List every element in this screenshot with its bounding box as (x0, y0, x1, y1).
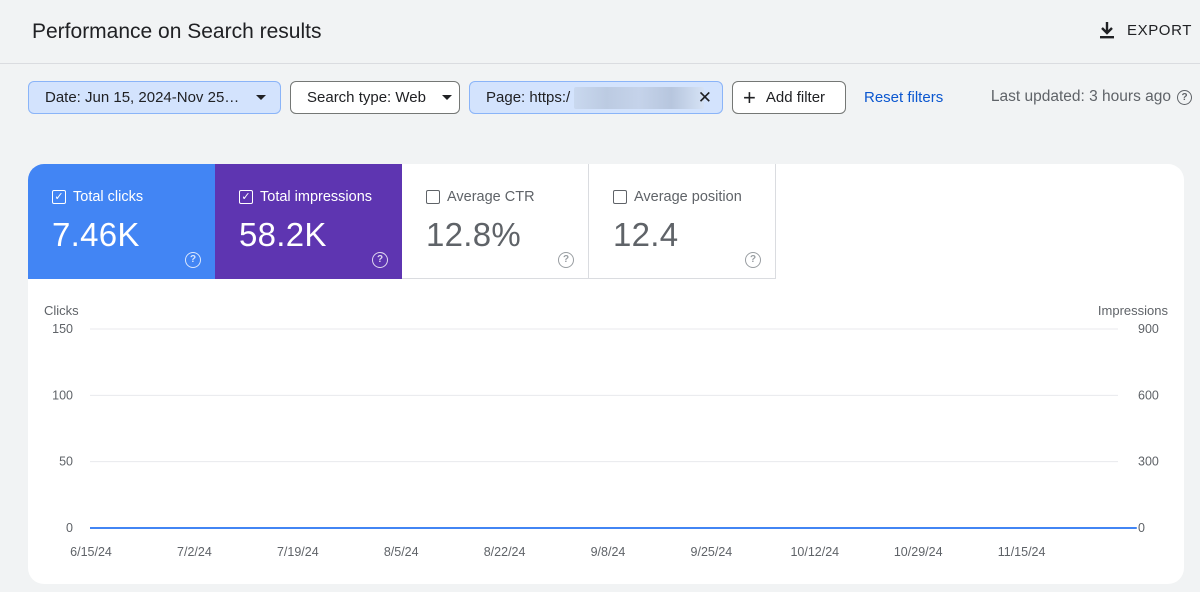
plus-icon: + (743, 84, 756, 110)
page-header: Performance on Search results EXPORT (0, 0, 1200, 64)
metric-label: Average position (613, 189, 742, 205)
checkbox-checked-icon[interactable]: ✓ (239, 190, 253, 204)
metric-label-text: Total impressions (260, 189, 373, 205)
metric-label: ✓ Total impressions (239, 189, 372, 205)
y-tick-label-left: 0 (66, 521, 73, 535)
export-button[interactable]: EXPORT (1097, 20, 1192, 40)
metric-label-text: Average CTR (447, 189, 535, 205)
checkbox-checked-icon[interactable]: ✓ (52, 190, 66, 204)
y-axis-title-left: Clicks (44, 303, 79, 318)
add-filter-label: Add filter (765, 89, 826, 106)
last-updated-text: Last updated: 3 hours ago (990, 88, 1171, 105)
help-icon[interactable]: ? (558, 249, 574, 268)
x-tick-label: 9/25/24 (691, 545, 733, 559)
reset-filters-link[interactable]: Reset filters (864, 89, 944, 106)
performance-chart: Clicks Impressions 150 900 100 600 50 300 0 0 6/15… (28, 294, 1184, 584)
y-tick-label-right: 900 (1138, 322, 1159, 336)
checkbox-icon[interactable] (613, 190, 627, 204)
x-tick-label: 7/19/24 (277, 545, 319, 559)
metric-average-ctr[interactable]: Average CTR 12.8% ? (402, 164, 589, 279)
metric-average-position[interactable]: Average position 12.4 ? (589, 164, 776, 279)
metric-value: 12.8% (426, 216, 522, 253)
x-tick-label: 9/8/24 (591, 545, 626, 559)
metric-value: 7.46K (52, 216, 140, 253)
x-tick-label: 11/15/24 (998, 545, 1046, 559)
page-filter-label: Page: https:/ (486, 89, 571, 106)
help-icon[interactable]: ? (1177, 89, 1192, 105)
y-tick-label-left: 150 (52, 322, 73, 336)
export-label: EXPORT (1126, 21, 1192, 39)
redacted-url (574, 86, 705, 109)
metric-value: 58.2K (239, 216, 327, 253)
metric-label-text: Average position (634, 189, 742, 205)
metric-total-clicks[interactable]: ✓ Total clicks 7.46K ? (28, 164, 215, 279)
x-tick-label: 7/2/24 (177, 545, 212, 559)
last-updated: Last updated: 3 hours ago ? (991, 88, 1192, 106)
page-filter-chip[interactable]: Page: https:/ ✕ (469, 81, 723, 114)
y-axis-title-right: Impressions (1098, 303, 1169, 318)
metric-total-impressions[interactable]: ✓ Total impressions 58.2K ? (215, 164, 402, 279)
metric-label: Average CTR (426, 189, 535, 205)
chevron-down-icon (256, 95, 266, 100)
performance-card: ✓ Total clicks 7.46K ? ✓ Total impressions… (28, 164, 1184, 584)
search-type-chip[interactable]: Search type: Web (290, 81, 460, 114)
y-tick-label-left: 100 (52, 388, 73, 402)
help-icon[interactable]: ? (185, 249, 201, 268)
add-filter-button[interactable]: + Add filter (732, 81, 846, 114)
x-tick-label: 10/29/24 (894, 545, 943, 559)
x-tick-label: 6/15/24 (70, 545, 112, 559)
help-icon[interactable]: ? (745, 249, 761, 268)
close-icon[interactable]: ✕ (697, 88, 712, 107)
date-filter-chip[interactable]: Date: Jun 15, 2024-Nov 25, 2... (28, 81, 281, 114)
metric-label: ✓ Total clicks (52, 189, 143, 205)
metric-value: 12.4 (613, 216, 679, 253)
date-filter-label: Date: Jun 15, 2024-Nov 25, 2... (45, 89, 240, 106)
x-tick-label: 10/12/24 (790, 545, 839, 559)
y-tick-label-right: 600 (1138, 388, 1159, 402)
page-title: Performance on Search results (32, 20, 322, 43)
metric-tiles: ✓ Total clicks 7.46K ? ✓ Total impressions… (28, 164, 776, 279)
download-icon (1099, 22, 1114, 39)
help-icon[interactable]: ? (372, 249, 388, 268)
x-tick-label: 8/22/24 (484, 545, 526, 559)
filter-bar: Date: Jun 15, 2024-Nov 25, 2... Search t… (28, 81, 855, 114)
y-tick-label-left: 50 (59, 455, 73, 469)
metric-label-text: Total clicks (73, 189, 144, 205)
checkbox-icon[interactable] (426, 190, 440, 204)
chevron-down-icon (441, 95, 452, 100)
y-tick-label-right: 0 (1138, 521, 1145, 535)
x-tick-label: 8/5/24 (384, 545, 419, 559)
y-tick-label-right: 300 (1138, 455, 1159, 469)
search-type-label: Search type: Web (307, 89, 426, 106)
performance-chart-svg: Clicks Impressions 150 900 100 600 50 300 0 0 6/15… (44, 303, 1169, 559)
